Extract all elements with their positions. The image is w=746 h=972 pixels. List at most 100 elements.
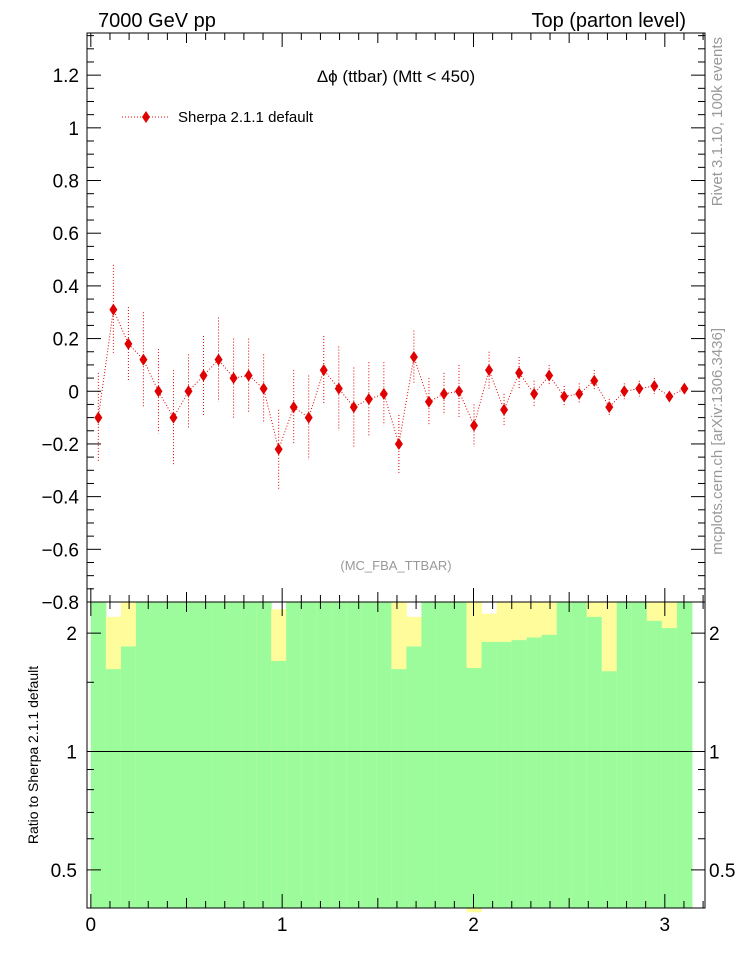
- source-label: mcplots.cern.ch [arXiv:1306.3436]: [709, 328, 726, 555]
- header-left-label: 7000 GeV pp: [98, 10, 216, 32]
- data-point: [94, 411, 103, 424]
- main-ytick-label: 0: [68, 382, 79, 403]
- ratio-inner-band: [346, 602, 362, 908]
- data-point: [304, 411, 313, 424]
- ratio-inner-band: [180, 602, 197, 908]
- main-ytick-label: 0.2: [53, 330, 79, 351]
- data-point: [109, 303, 118, 316]
- main-panel: Δϕ (ttbar) (Mtt < 450) (MC_FBA_TTBAR) Sh…: [41, 32, 706, 614]
- data-point: [680, 382, 689, 395]
- main-ytick-label: 0.8: [53, 172, 79, 193]
- data-point: [274, 443, 283, 456]
- analysis-watermark: (MC_FBA_TTBAR): [340, 558, 451, 573]
- ratio-ytick-label-right: 0.5: [709, 861, 735, 882]
- ratio-ytick-label: 0.5: [51, 861, 77, 882]
- main-ytick-label: 1.2: [53, 66, 79, 87]
- ratio-inner-band: [376, 602, 392, 908]
- data-point: [530, 387, 539, 400]
- ratio-inner-band: [120, 646, 137, 908]
- data-point: [334, 382, 343, 395]
- legend-marker: [142, 111, 150, 123]
- ratio-ytick-label: 1: [66, 743, 77, 764]
- main-ytick-label: 0.6: [53, 224, 79, 245]
- data-point: [454, 385, 463, 398]
- data-point: [545, 369, 554, 382]
- ratio-inner-band: [256, 602, 272, 908]
- ratio-inner-band: [226, 602, 242, 908]
- ratio-inner-band: [511, 640, 528, 908]
- ratio-inner-band: [301, 602, 317, 908]
- main-axes: −0.8 −0.6 −0.4 −0.2 0 0.2 0.4 0.6 0.8 1 1.2: [41, 32, 706, 614]
- ratio-panel: 0.5 0.5 1 1 2 2 0 1 2 3 Ratio to Sherpa 2.1.1 def…: [25, 601, 735, 936]
- ratio-inner-band: [541, 634, 558, 908]
- ratio-ytick-label: 2: [66, 624, 77, 645]
- ratio-frame: [86, 601, 706, 909]
- ratio-inner-band: [406, 646, 422, 908]
- data-point: [379, 387, 388, 400]
- data-point: [424, 395, 433, 408]
- ratio-xtick-label: 1: [277, 915, 288, 936]
- main-marks-layer: [94, 264, 689, 489]
- data-point: [409, 351, 418, 364]
- ratio-inner-band: [331, 602, 347, 908]
- main-ytick-label: −0.6: [41, 540, 79, 561]
- ratio-inner-band: [616, 602, 633, 908]
- ratio-inner-band: [391, 669, 407, 908]
- ratio-inner-band: [451, 602, 468, 908]
- ratio-inner-band: [135, 602, 152, 908]
- data-point: [439, 387, 448, 400]
- ratio-inner-band: [421, 602, 437, 908]
- ratio-inner-band: [481, 641, 498, 908]
- ratio-axes: 0.5 0.5 1 1 2 2 0 1 2 3: [51, 601, 735, 936]
- ratio-ylabel: Ratio to Sherpa 2.1.1 default: [25, 666, 41, 844]
- ratio-xtick-label: 2: [468, 915, 479, 936]
- data-point: [139, 353, 148, 366]
- header-right-label: Top (parton level): [531, 10, 686, 32]
- ratio-inner-band: [286, 602, 302, 908]
- data-point: [154, 385, 163, 398]
- data-point: [199, 369, 208, 382]
- data-point: [500, 403, 509, 416]
- data-point: [319, 364, 328, 377]
- data-point: [394, 437, 403, 450]
- ratio-xtick-label: 0: [86, 915, 97, 936]
- data-point: [650, 379, 659, 392]
- ratio-inner-band: [631, 602, 648, 908]
- data-point: [169, 411, 178, 424]
- data-point: [635, 382, 644, 395]
- ratio-inner-band: [196, 602, 212, 908]
- data-point: [590, 374, 599, 387]
- ratio-inner-band: [436, 602, 452, 908]
- ratio-inner-band: [271, 660, 287, 908]
- ratio-inner-band: [150, 602, 167, 908]
- ratio-inner-band: [526, 637, 543, 908]
- data-point: [124, 337, 133, 350]
- main-ytick-label: 0.4: [53, 277, 80, 298]
- data-point: [605, 401, 614, 414]
- ratio-inner-band: [361, 602, 377, 908]
- ratio-inner-band: [571, 602, 588, 908]
- data-point: [470, 419, 479, 432]
- ratio-ytick-label-right: 2: [709, 624, 720, 645]
- ratio-inner-band: [586, 616, 603, 908]
- ratio-inner-band: [661, 628, 678, 908]
- ratio-inner-band: [676, 602, 693, 908]
- data-point: [485, 364, 494, 377]
- ratio-xtick-label: 3: [660, 915, 671, 936]
- ratio-inner-band: [496, 641, 513, 908]
- ratio-inner-band: [241, 602, 257, 908]
- data-point: [349, 401, 358, 414]
- data-point: [289, 401, 298, 414]
- data-point: [259, 382, 268, 395]
- ratio-inner-band: [316, 602, 332, 908]
- legend: Sherpa 2.1.1 default: [122, 109, 314, 126]
- ratio-ytick-label-right: 1: [709, 743, 720, 764]
- data-point: [515, 366, 524, 379]
- ratio-inner-band: [165, 602, 182, 908]
- series-line: [97, 307, 685, 451]
- legend-entry-label: Sherpa 2.1.1 default: [178, 109, 314, 126]
- data-point: [184, 385, 193, 398]
- ratio-inner-band: [646, 620, 663, 908]
- rivet-version-label: Rivet 3.1.10, 100k events: [709, 37, 726, 206]
